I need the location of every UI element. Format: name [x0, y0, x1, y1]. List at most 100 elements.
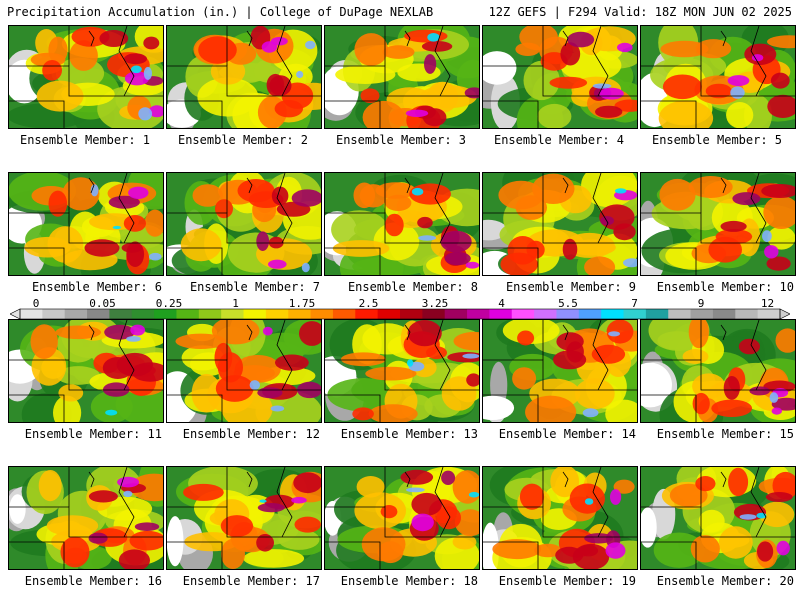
- ensemble-map-panel-17: [166, 466, 322, 570]
- precip-field: [641, 320, 795, 422]
- precip-field: [483, 467, 637, 569]
- ensemble-member-label: Ensemble Member: 17: [182, 574, 320, 588]
- ensemble-map-panel-1: [8, 25, 164, 129]
- precip-field: [641, 467, 795, 569]
- precip-field: [9, 173, 163, 275]
- precip-field: [325, 173, 479, 275]
- colorbar-segment: [757, 309, 781, 319]
- colorbar-segment: [87, 309, 110, 319]
- colorbar-segment: [735, 309, 759, 319]
- ensemble-map-panel-10: [640, 172, 796, 276]
- ensemble-member-label: Ensemble Member: 19: [498, 574, 636, 588]
- colorbar-segment: [198, 309, 222, 319]
- ensemble-member-label: Ensemble Member: 20: [656, 574, 794, 588]
- colorbar-tick-label: 4: [498, 297, 505, 310]
- colorbar-tick-label: 0.05: [89, 297, 116, 310]
- precip-field: [167, 467, 321, 569]
- colorbar-segment: [556, 309, 580, 319]
- colorbar-segment: [534, 309, 557, 319]
- ensemble-member-label: Ensemble Member: 6: [31, 280, 162, 294]
- ensemble-map-panel-14: [482, 319, 638, 423]
- colorbar-segment: [489, 309, 513, 319]
- ensemble-map-panel-11: [8, 319, 164, 423]
- colorbar-segment: [690, 309, 714, 319]
- colorbar-segment: [623, 309, 647, 319]
- colorbar-tick-label: 0: [32, 297, 40, 310]
- colorbar-tick-label: 12: [760, 297, 775, 310]
- colorbar-tick-label: 3.25: [421, 297, 449, 310]
- colorbar-segment: [265, 309, 289, 319]
- ensemble-map-panel-12: [166, 319, 322, 423]
- ensemble-member-label: Ensemble Member: 3: [335, 133, 467, 147]
- ensemble-map-panel-4: [482, 25, 638, 129]
- precip-field: [641, 26, 795, 128]
- ensemble-map-panel-15: [640, 319, 796, 423]
- colorbar-segment: [131, 309, 155, 319]
- colorbar-segment: [243, 309, 267, 319]
- colorbar-segment: [221, 309, 245, 319]
- ensemble-member-label: Ensemble Member: 12: [182, 427, 320, 441]
- model-run-info: 12Z GEFS | F294 Valid: 18Z MON JUN 02 20…: [488, 5, 792, 19]
- ensemble-map-panel-2: [166, 25, 322, 129]
- colorbar-segment: [511, 309, 535, 319]
- colorbar-segment: [712, 309, 736, 319]
- ensemble-map-panel-13: [324, 319, 480, 423]
- colorbar-segment: [332, 309, 356, 319]
- colorbar-tick-label: 9: [697, 297, 705, 310]
- ensemble-map-panel-16: [8, 466, 164, 570]
- ensemble-member-label: Ensemble Member: 11: [24, 427, 162, 441]
- colorbar-segment: [400, 309, 423, 319]
- ensemble-map-panel-20: [640, 466, 796, 570]
- colorbar-segment: [355, 309, 379, 319]
- colorbar-segment: [310, 309, 334, 319]
- ensemble-map-panel-3: [324, 25, 480, 129]
- ensemble-member-label: Ensemble Member: 4: [493, 133, 625, 147]
- ensemble-member-label: Ensemble Member: 9: [505, 280, 636, 294]
- precip-field: [9, 467, 163, 569]
- ensemble-map-panel-5: [640, 25, 796, 129]
- colorbar-segment: [109, 309, 133, 319]
- precip-field: [641, 173, 795, 275]
- colorbar-segment: [422, 309, 446, 319]
- ensemble-member-label: Ensemble Member: 13: [340, 427, 478, 441]
- ensemble-member-label: Ensemble Member: 10: [656, 280, 794, 294]
- precip-field: [483, 26, 637, 128]
- colorbar-segment: [668, 309, 692, 319]
- ensemble-member-label: Ensemble Member: 8: [347, 280, 478, 294]
- map-title: Precipitation Accumulation (in.) | Colle…: [7, 5, 434, 19]
- precip-field: [9, 320, 163, 422]
- ensemble-map-panel-8: [324, 172, 480, 276]
- precipitation-colorbar: 0 0.05 0.25 1 1.75 2.5 3.25 4 5.5 7 9 12: [10, 297, 790, 320]
- colorbar-arrow: [779, 308, 790, 320]
- precip-field: [9, 26, 163, 128]
- ensemble-member-label: Ensemble Member: 7: [189, 280, 320, 294]
- colorbar-segment: [20, 309, 43, 319]
- colorbar-ramp: [10, 308, 790, 320]
- ensemble-member-label: Ensemble Member: 15: [656, 427, 794, 441]
- precip-field: [167, 173, 321, 275]
- colorbar-segment: [645, 309, 669, 319]
- colorbar-tick-label: 1.75: [288, 297, 316, 310]
- ensemble-member-label: Ensemble Member: 18: [340, 574, 478, 588]
- colorbar-segment: [578, 309, 602, 319]
- precip-field: [483, 320, 637, 422]
- ensemble-map-panel-9: [482, 172, 638, 276]
- ensemble-map-panel-6: [8, 172, 164, 276]
- colorbar-arrow: [10, 308, 21, 320]
- colorbar-tick-label: 0.25: [155, 297, 183, 310]
- ensemble-map-panel-18: [324, 466, 480, 570]
- ensemble-member-label: Ensemble Member: 14: [498, 427, 636, 441]
- colorbar-segment: [176, 309, 200, 319]
- colorbar-segment: [154, 309, 177, 319]
- colorbar-tick-label: 1: [232, 297, 239, 310]
- precip-field: [167, 26, 321, 128]
- colorbar-tick-label: 7: [631, 297, 638, 310]
- ensemble-member-label: Ensemble Member: 2: [177, 133, 309, 147]
- precip-field: [483, 173, 637, 275]
- colorbar-segment: [444, 309, 468, 319]
- ensemble-map-panel-19: [482, 466, 638, 570]
- colorbar-tick-label: 5.5: [558, 297, 578, 310]
- precip-field: [325, 26, 479, 128]
- colorbar-segment: [467, 309, 490, 319]
- ensemble-map-panel-7: [166, 172, 322, 276]
